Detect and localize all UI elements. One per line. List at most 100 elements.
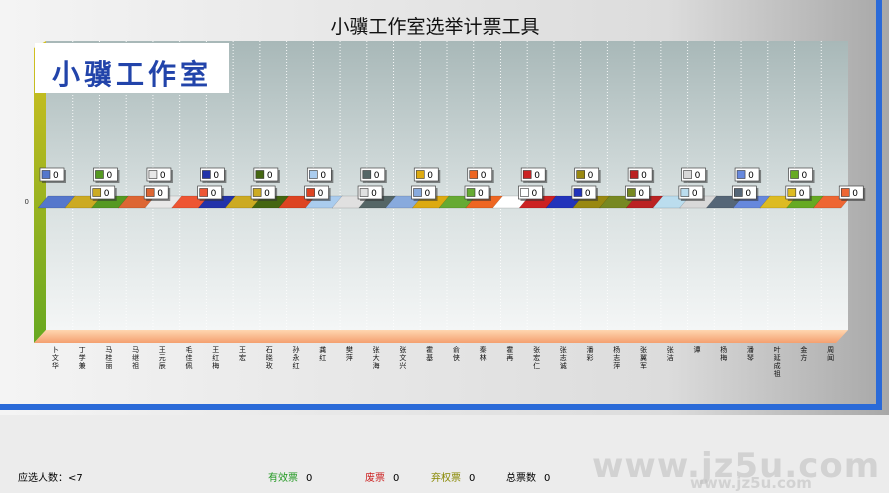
blue-border-right [876,0,882,410]
category-label: 张翼军 [640,345,647,370]
category-label: 秦林 [480,345,487,362]
data-label-value: 0 [211,189,217,199]
category-label: 张洁 [667,345,674,362]
data-label: 0 [520,167,548,183]
data-label-value: 0 [745,189,751,199]
category-label: 谭 [693,345,700,354]
data-label: 0 [518,185,545,201]
abstain-votes-value: 0 [469,473,476,484]
data-label: 0 [785,185,812,201]
data-label-value: 0 [852,189,858,199]
category-label: 石晓玫 [266,346,273,370]
category-label: 樊萍 [346,345,353,362]
valid-votes-value: 0 [306,473,313,484]
data-label-value: 0 [104,189,110,199]
data-label-value: 0 [585,189,591,199]
data-label: 0 [143,185,171,201]
data-label: 0 [627,167,655,183]
category-label: 马继祖 [132,346,139,370]
invalid-votes-label: 废票 [365,473,385,484]
data-label: 0 [574,167,601,183]
data-label: 0 [39,167,66,183]
data-label: 0 [734,167,762,183]
category-label: 龚红 [319,345,326,362]
data-label: 0 [357,185,385,201]
data-label: 0 [360,167,387,183]
data-label-value: 0 [588,171,594,181]
watermark: www.jz5u.com [592,446,881,486]
data-label: 0 [306,167,334,183]
data-label-value: 0 [425,189,431,199]
total-votes-value: 0 [544,473,551,484]
invalid-votes: 废票 0 [365,468,399,490]
category-label: 张大海 [373,345,380,370]
data-labels: 0 0 0 0 0 0 0 0 0 0 0 0 0 0 0 0 0 0 0 0 0 0 0 0 0 0 0 0 0 0 [39,167,866,201]
data-label: 0 [788,167,815,183]
category-label: 霍再 [506,346,513,362]
category-label: 杨志萍 [613,345,620,370]
category-label: 张宏仁 [533,345,540,370]
data-label: 0 [678,185,705,201]
data-label: 0 [93,167,120,183]
category-label: 马桂丽 [105,346,112,370]
data-label: 0 [731,185,759,201]
abstain-votes-label: 弃权票 [431,473,461,484]
data-label-value: 0 [160,171,166,181]
data-label-value: 0 [213,171,219,181]
data-label: 0 [304,185,331,201]
category-label: 王宏 [239,346,246,362]
valid-votes: 有效票 0 [268,468,312,490]
category-label: 王元辰 [159,346,166,370]
data-label-value: 0 [802,171,808,181]
data-label: 0 [464,185,491,201]
category-label: 张志诚 [560,345,567,370]
invalid-votes-value: 0 [393,473,400,484]
data-label: 0 [250,185,278,201]
data-label: 0 [467,167,494,183]
data-label: 0 [571,185,598,201]
watermark-small: www.jz5u.com [690,474,812,492]
category-label: 周闻 [827,346,834,362]
abstain-votes: 弃权票 0 [431,468,475,490]
floor [34,330,848,343]
candidates-label: 应选人数： [18,473,68,484]
data-label-value: 0 [534,171,540,181]
data-label-value: 0 [267,171,273,181]
data-label: 0 [90,185,117,201]
data-label-value: 0 [692,189,698,199]
category-label: 卜文华 [52,346,59,370]
data-label: 0 [625,185,652,201]
data-label-value: 0 [748,171,754,181]
data-label-value: 0 [264,189,270,199]
candidates-value: <7 [68,473,83,484]
category-label: 俞侠 [453,345,460,362]
vote-chart: 小骥工作室选举计票工具 0000000000000000000000000000… [0,0,889,415]
data-label-value: 0 [427,171,433,181]
data-label-value: 0 [531,189,537,199]
data-label: 0 [413,167,441,183]
blue-border-bottom [0,404,882,410]
category-label: 霍基 [426,346,433,362]
data-label-value: 0 [157,189,163,199]
category-label: 毛佳佩 [186,345,193,370]
data-label: 0 [838,185,866,201]
data-label-value: 0 [320,171,326,181]
data-label-value: 0 [53,171,59,181]
data-label: 0 [197,185,224,201]
data-label-value: 0 [374,171,380,181]
total-votes-label: 总票数 [506,473,536,484]
category-label: 王红梅 [212,346,219,370]
data-label-value: 0 [641,171,647,181]
data-label-value: 0 [638,189,644,199]
gridlines [72,41,822,330]
category-label: 潘彩 [587,345,594,362]
data-label: 0 [411,185,438,201]
valid-votes-label: 有效票 [268,473,298,484]
logo-text: 小骥工作室 [52,58,212,91]
category-label: 孙永红 [292,345,299,370]
data-label-value: 0 [478,189,484,199]
data-label: 0 [681,167,708,183]
y-tick-label: 0 [25,198,29,206]
data-label-value: 0 [371,189,377,199]
